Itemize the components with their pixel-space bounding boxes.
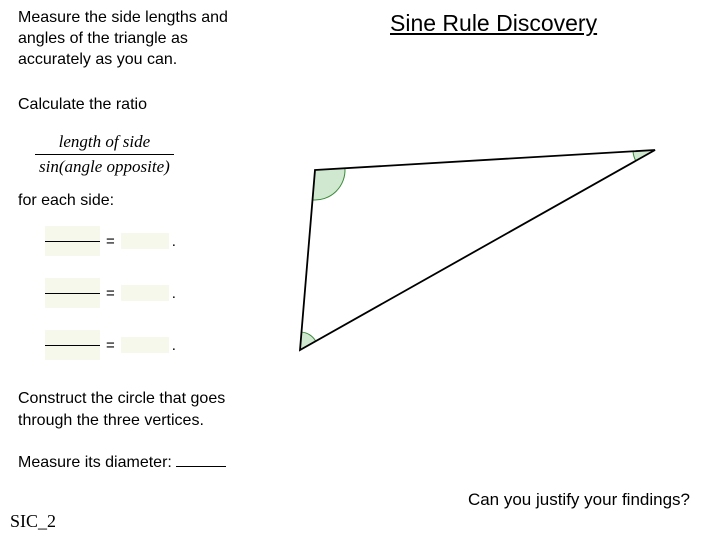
equals-label: = [106, 337, 115, 354]
ratio-formula: length of side sin(angle opposite) [35, 132, 174, 177]
equals-label: = [106, 233, 115, 250]
construct-instruction: Construct the circle that goes through t… [18, 388, 278, 431]
ratio-answer-input[interactable] [121, 233, 169, 249]
measure-diameter: Measure its diameter: [18, 454, 226, 472]
ratio-row: = . [45, 330, 176, 360]
measure-diameter-label: Measure its diameter: [18, 454, 172, 471]
ratio-fraction-input[interactable] [45, 278, 100, 308]
triangle-diagram [260, 140, 690, 370]
ratio-fraction-input[interactable] [45, 330, 100, 360]
calculate-ratio-label: Calculate the ratio [18, 96, 147, 114]
period: . [172, 233, 176, 250]
ratio-row: = . [45, 226, 176, 256]
equals-label: = [106, 285, 115, 302]
period: . [172, 337, 176, 354]
diameter-blank[interactable] [176, 466, 226, 467]
justify-question: Can you justify your findings? [468, 490, 690, 510]
period: . [172, 285, 176, 302]
ratio-row: = . [45, 278, 176, 308]
formula-numerator: length of side [35, 132, 174, 155]
ratio-fraction-input[interactable] [45, 226, 100, 256]
page-title: Sine Rule Discovery [390, 10, 597, 37]
ratio-answer-input[interactable] [121, 285, 169, 301]
for-each-label: for each side: [18, 192, 114, 210]
ratio-answer-input[interactable] [121, 337, 169, 353]
formula-denominator: sin(angle opposite) [35, 155, 174, 177]
footer-code: SIC_2 [10, 511, 56, 532]
instructions-text: Measure the side lengths and angles of t… [18, 8, 258, 70]
